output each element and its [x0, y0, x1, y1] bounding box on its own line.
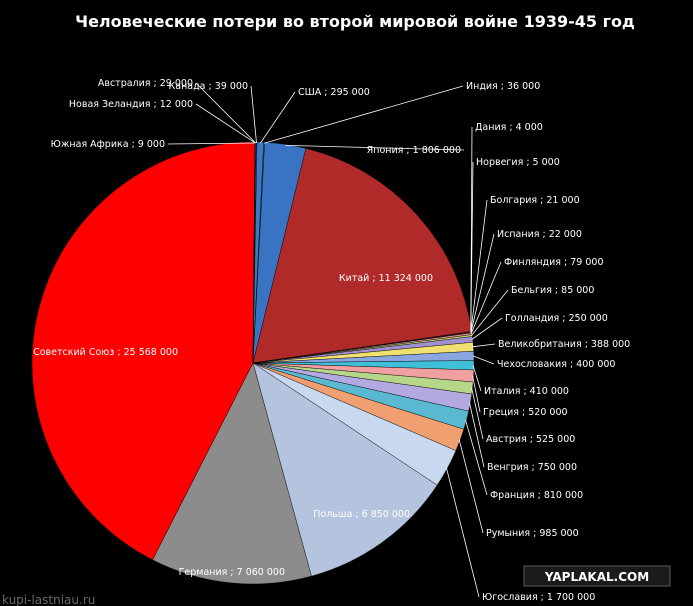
slice-label: Испания ; 22 000 [497, 229, 582, 240]
pie-slice [252, 148, 472, 364]
leader-line [458, 439, 484, 534]
leader-line [195, 82, 256, 144]
leader-line [472, 375, 481, 413]
slice-label: Финляндия ; 79 000 [504, 257, 604, 268]
leader-line [470, 199, 488, 333]
leader-line [470, 261, 502, 334]
pie-slice [252, 362, 438, 577]
pie-slices [31, 141, 475, 585]
leader-line [195, 103, 256, 144]
slice-label: Норвегия ; 5 000 [476, 157, 560, 168]
pie-slice [31, 141, 256, 561]
slice-label: Австрия ; 525 000 [486, 434, 575, 445]
slice-label: Венгрия ; 750 000 [487, 462, 577, 473]
pie-slice [152, 362, 312, 585]
leader-line [465, 419, 488, 496]
slice-label: Новая Зеландия ; 12 000 [69, 99, 193, 110]
slice-label: Чехословакия ; 400 000 [497, 359, 615, 370]
slice-labels: Канада ; 39 000 США ; 295 000 Индия ; 36 0… [33, 78, 630, 603]
leader-line [260, 91, 296, 144]
slice-label: Китай ; 11 324 000 [339, 273, 433, 284]
slice-label: Дания ; 4 000 [475, 122, 543, 133]
watermark-site-text: YAPLAKAL.COM [544, 570, 649, 584]
slice-label: Италия ; 410 000 [484, 386, 569, 397]
slice-label: Франция ; 810 000 [490, 490, 583, 501]
site-watermark: YAPLAKAL.COM [523, 565, 671, 587]
leader-line [470, 233, 495, 333]
chart-title: Человеческие потери во второй мировой во… [75, 12, 635, 31]
leader-line [264, 85, 464, 144]
leader-line [167, 142, 256, 145]
slice-label: Индия ; 36 000 [466, 81, 540, 92]
leader-lines [167, 82, 509, 598]
slice-label: Советский Союз ; 25 568 000 [33, 347, 178, 358]
leader-line [472, 343, 496, 348]
watermark-bottom-text: kupi-lastniau.ru [2, 593, 95, 606]
slice-label: Япония ; 1 806 000 [367, 145, 461, 156]
leader-line [250, 85, 257, 144]
leader-line [472, 365, 482, 392]
slice-label: Южная Африка ; 9 000 [51, 139, 165, 150]
slice-label: Греция ; 520 000 [483, 407, 568, 418]
leader-line [470, 289, 509, 336]
slice-label: США ; 295 000 [298, 87, 370, 98]
watermark-box [523, 565, 671, 587]
slice-label: Бельгия ; 85 000 [511, 285, 594, 296]
slice-label: Германия ; 7 060 000 [179, 567, 285, 578]
leader-line [285, 145, 465, 151]
slice-label: Болгария ; 21 000 [490, 195, 580, 206]
leader-line [470, 161, 474, 332]
slice-label: Великобритания ; 388 000 [498, 339, 630, 350]
leader-line [471, 317, 503, 340]
slice-label: Голландия ; 250 000 [505, 313, 608, 324]
slice-label: Канада ; 39 000 [169, 81, 248, 92]
leader-line [471, 387, 484, 440]
slice-label: Югославия ; 1 700 000 [482, 592, 595, 603]
leader-line [469, 402, 485, 468]
slice-label: Австралия ; 29 000 [98, 78, 193, 89]
slice-label: Румыния ; 985 000 [486, 528, 579, 539]
slice-label: Польша ; 6 850 000 [313, 509, 410, 520]
leader-line [472, 355, 495, 365]
leader-line [446, 467, 480, 598]
